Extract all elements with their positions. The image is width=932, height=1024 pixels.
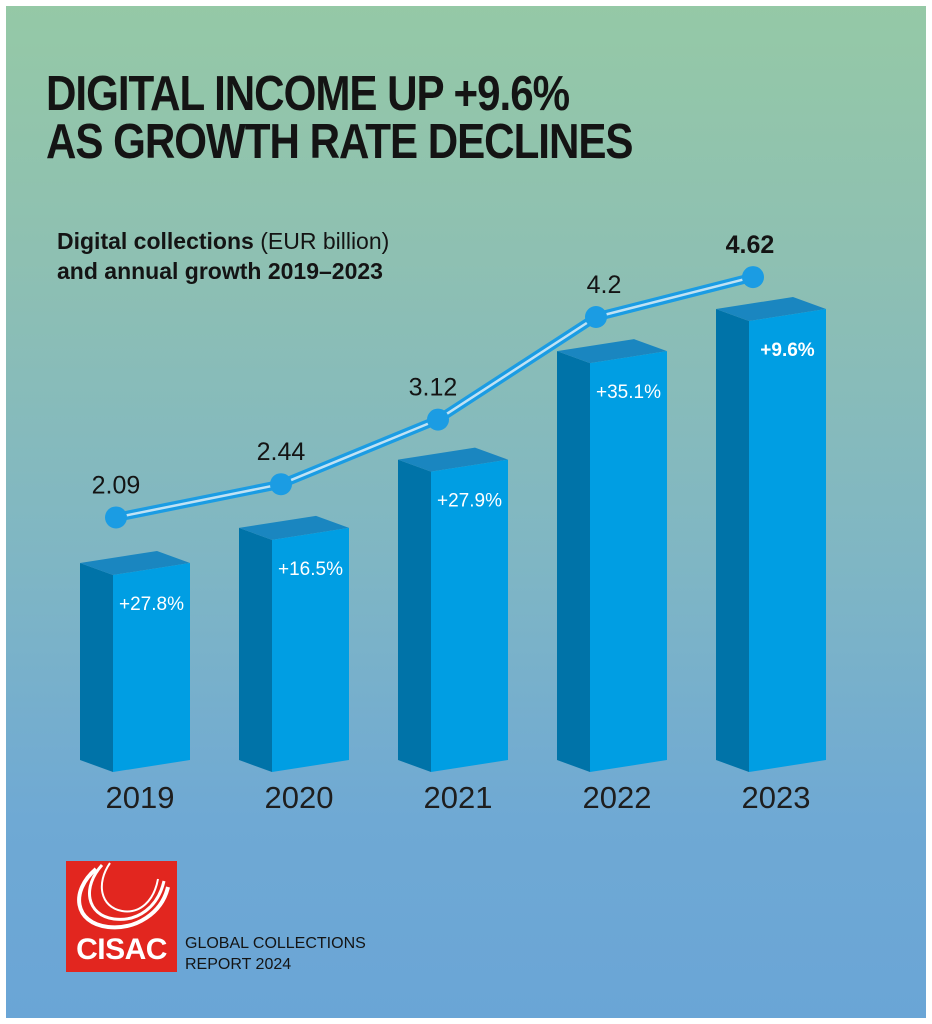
growth-label-2023: +9.6% [760, 340, 815, 361]
line-point-2020 [270, 473, 292, 496]
line-point-2021 [427, 408, 449, 431]
data-label-2020: 2.44 [257, 438, 306, 466]
logo-text: CISAC [76, 933, 167, 966]
bar-2023-side [716, 309, 749, 772]
subtitle-unit: (EUR billion) [253, 228, 390, 254]
bar-2021-top [398, 447, 508, 472]
bar-2021 [431, 459, 508, 772]
x-tick-label-2019: 2019 [106, 780, 175, 815]
bar-2022 [590, 351, 667, 772]
line-point-2019 [105, 506, 127, 529]
chart-subtitle-line-2: and annual growth 2019–2023 [57, 258, 383, 284]
data-label-2022: 4.2 [587, 271, 622, 299]
logo-swirl-icon [77, 862, 170, 930]
x-tick-label-2022: 2022 [583, 780, 652, 815]
bar-2023 [749, 309, 826, 772]
subtitle-bold-part: Digital collections [57, 228, 254, 254]
growth-label-2022: +35.1% [596, 382, 661, 403]
chart-subtitle-line-1: Digital collections (EUR billion) [57, 228, 390, 254]
growth-label-2021: +27.9% [437, 491, 502, 512]
x-tick-label-2021: 2021 [424, 780, 493, 815]
line-point-2023 [742, 266, 764, 289]
cisac-logo: CISAC [66, 861, 177, 972]
bar-2020 [272, 527, 349, 772]
chart-title-line-2: AS GROWTH RATE DECLINES [46, 115, 634, 169]
data-label-2019: 2.09 [92, 471, 141, 499]
data-label-2021: 3.12 [409, 374, 458, 402]
bar-2019-side [80, 563, 113, 772]
x-tick-label-2023: 2023 [742, 780, 811, 815]
report-title-line-2: REPORT 2024 [185, 956, 292, 973]
x-tick-label-2020: 2020 [265, 780, 334, 815]
growth-label-2020: +16.5% [278, 559, 343, 580]
bar-2023-top [716, 297, 826, 321]
bar-2019-top [80, 551, 190, 575]
bar-2020-top [239, 515, 349, 540]
chart-title-line-1: DIGITAL INCOME UP +9.6% [46, 67, 570, 121]
bar-2022-side [557, 351, 590, 772]
bar-2022-top [557, 339, 667, 364]
bar-2019 [113, 563, 190, 772]
bar-2020-side [239, 527, 272, 772]
report-title-line-1: GLOBAL COLLECTIONS [185, 935, 366, 952]
data-label-2023: 4.62 [726, 231, 775, 259]
growth-label-2019: +27.8% [119, 594, 184, 615]
bar-2021-side [398, 459, 431, 772]
subtitle-line-2-text: and annual growth 2019–2023 [57, 258, 383, 284]
line-point-2022 [585, 306, 607, 328]
